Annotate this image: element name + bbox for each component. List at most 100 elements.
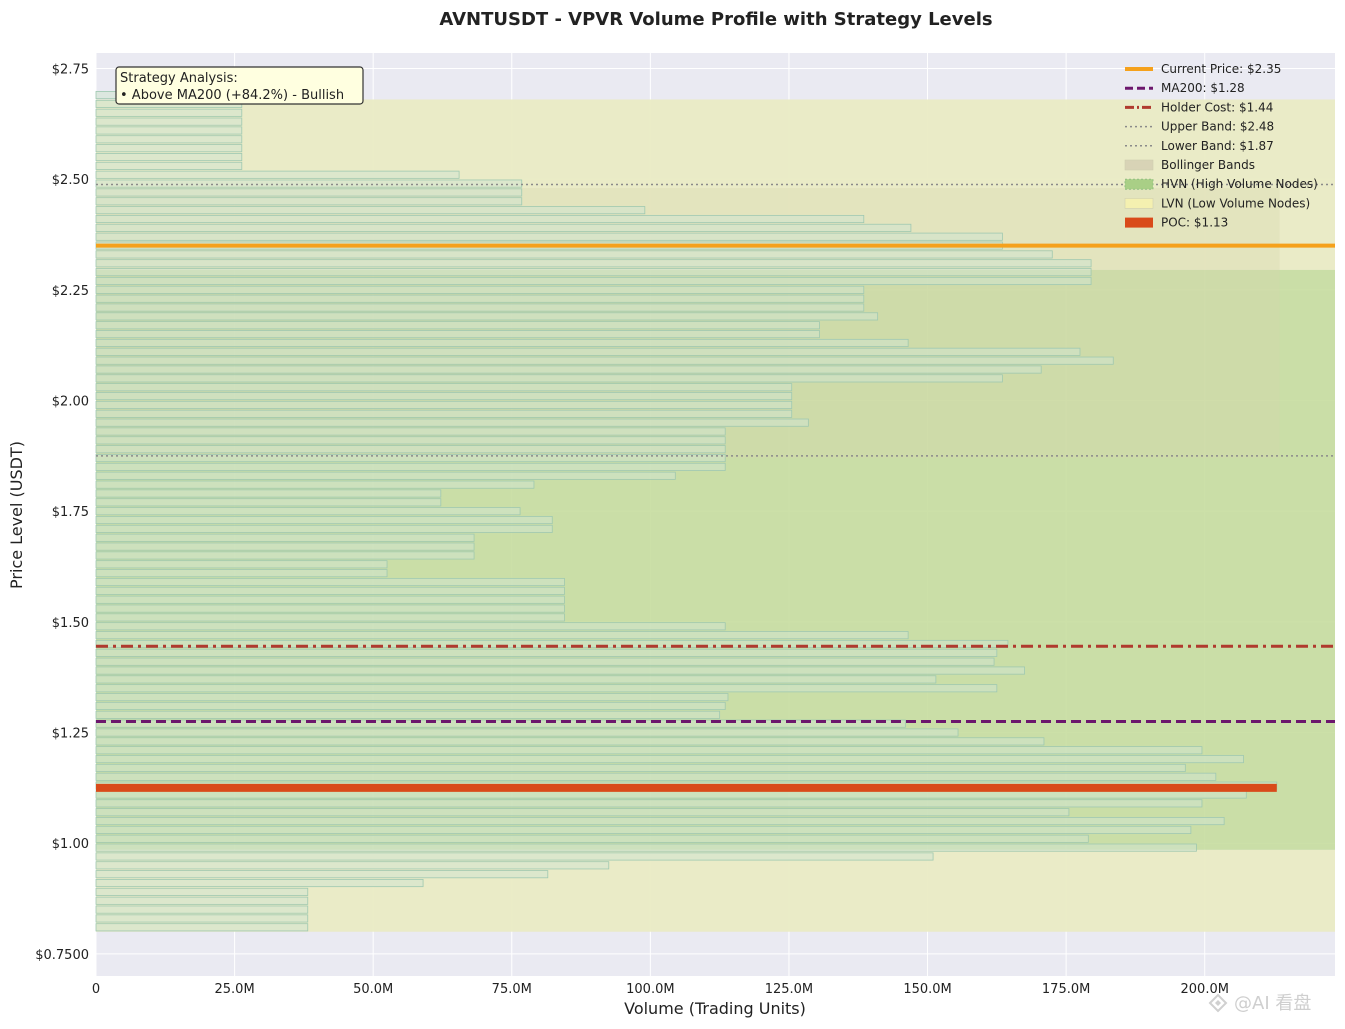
legend-label: MA200: $1.28 xyxy=(1161,81,1245,95)
volume-bar xyxy=(95,799,1203,808)
volume-bar xyxy=(95,356,1114,365)
volume-bar xyxy=(95,117,243,126)
volume-bar xyxy=(95,427,726,436)
strategy-annotation: Strategy Analysis: • Above MA200 (+84.2%… xyxy=(115,66,364,105)
volume-bar xyxy=(95,622,726,631)
volume-bar xyxy=(95,285,865,294)
volume-bar xyxy=(95,675,937,684)
volume-bar xyxy=(95,436,726,445)
volume-bar xyxy=(95,153,243,162)
volume-bar xyxy=(95,772,1217,781)
volume-bar xyxy=(95,817,1225,826)
volume-bar xyxy=(95,604,565,613)
legend-swatch xyxy=(1125,217,1153,228)
volume-bar xyxy=(95,861,610,870)
volume-bar xyxy=(95,418,809,427)
volume-bar xyxy=(95,790,1247,799)
x-tick-label: 25.0M xyxy=(215,982,255,997)
annotation-title: Strategy Analysis: xyxy=(120,71,238,86)
watermark: @AI 看盘 xyxy=(1208,993,1311,1014)
x-tick-label: 125.0M xyxy=(765,982,813,997)
y-tick-label: $2.75 xyxy=(52,62,89,77)
volume-bar xyxy=(95,214,865,224)
volume-bar xyxy=(95,666,1025,675)
volume-bar xyxy=(95,533,475,542)
volume-bar xyxy=(95,347,1081,356)
legend-label: Holder Cost: $1.44 xyxy=(1161,100,1273,114)
volume-bar xyxy=(95,524,553,533)
volume-bar xyxy=(95,542,475,551)
watermark-text: @AI 看盘 xyxy=(1234,993,1311,1014)
x-tick-label: 0 xyxy=(92,982,100,997)
volume-bar xyxy=(95,206,646,215)
volume-bar xyxy=(95,684,998,693)
legend-label: POC: $1.13 xyxy=(1161,216,1228,230)
volume-bar xyxy=(95,755,1244,764)
legend-swatch xyxy=(1124,178,1154,190)
volume-bar xyxy=(95,135,243,144)
volume-bar xyxy=(95,896,309,905)
volume-bar xyxy=(95,108,243,117)
y-axis-label: Price Level (USDT) xyxy=(7,441,26,589)
volume-bar xyxy=(95,737,1045,746)
poc-bar xyxy=(96,783,1277,792)
x-tick-label: 50.0M xyxy=(353,982,393,997)
strategy-levels xyxy=(96,183,1335,723)
volume-bar xyxy=(95,595,565,604)
volume-bar xyxy=(95,454,726,463)
y-tick-label: $2.25 xyxy=(52,284,89,299)
volume-bar xyxy=(95,471,676,480)
volume-bar xyxy=(95,560,388,569)
volume-bar xyxy=(95,870,549,879)
volume-bar xyxy=(95,887,309,896)
volume-bar xyxy=(95,276,1092,286)
annotation-box xyxy=(115,66,364,105)
volume-bar xyxy=(95,294,865,303)
volume-bar xyxy=(95,338,909,347)
volume-bar xyxy=(95,923,309,932)
volume-bar xyxy=(95,648,998,657)
volume-bar xyxy=(95,179,523,188)
volume-bar xyxy=(95,312,879,321)
volume-bar xyxy=(95,551,475,560)
x-tick-label: 150.0M xyxy=(903,982,951,997)
volume-bar xyxy=(95,268,1092,277)
y-tick-label: $1.25 xyxy=(52,727,89,742)
volume-bar xyxy=(95,365,1042,374)
volume-bar xyxy=(95,701,726,710)
volume-bar xyxy=(95,321,820,330)
x-axis-label: Volume (Trading Units) xyxy=(624,999,806,1018)
volume-bar xyxy=(95,728,959,737)
annotation-line: • Above MA200 (+84.2%) - Bullish xyxy=(120,88,344,103)
watermark-logo-icon xyxy=(1208,993,1228,1013)
legend-label: Current Price: $2.35 xyxy=(1161,62,1281,76)
legend-label: Lower Band: $1.87 xyxy=(1161,139,1274,153)
volume-bar xyxy=(95,170,460,179)
volume-bar xyxy=(95,489,442,498)
volume-bar xyxy=(95,445,726,454)
volume-bar xyxy=(95,392,793,401)
volume-bar xyxy=(95,409,793,418)
volume-bar xyxy=(95,462,726,471)
volume-bar xyxy=(95,259,1092,268)
volume-bar xyxy=(95,852,934,861)
volume-bar xyxy=(95,843,1197,852)
y-axis-ticks: $0.7500 $1.00 $1.25 $1.50 $1.75 $2.00 $2.25 $2.… xyxy=(35,62,89,962)
x-tick-label: 75.0M xyxy=(492,982,532,997)
volume-bar xyxy=(95,400,793,409)
volume-bar xyxy=(95,719,906,728)
volume-bar xyxy=(95,763,1186,772)
volume-bar xyxy=(95,507,521,516)
legend-label: LVN (Low Volume Nodes) xyxy=(1161,196,1310,210)
volume-bar xyxy=(95,161,243,170)
volume-bar xyxy=(95,631,909,640)
y-tick-label: $2.00 xyxy=(52,395,89,410)
y-tick-label: $1.75 xyxy=(52,505,89,520)
volume-bar xyxy=(95,232,1003,241)
volume-bar xyxy=(95,569,388,578)
volume-bar xyxy=(95,657,995,666)
volume-bar xyxy=(95,693,729,702)
volume-bar xyxy=(95,498,442,507)
y-tick-label: $0.7500 xyxy=(35,948,89,963)
volume-bar xyxy=(95,710,721,719)
